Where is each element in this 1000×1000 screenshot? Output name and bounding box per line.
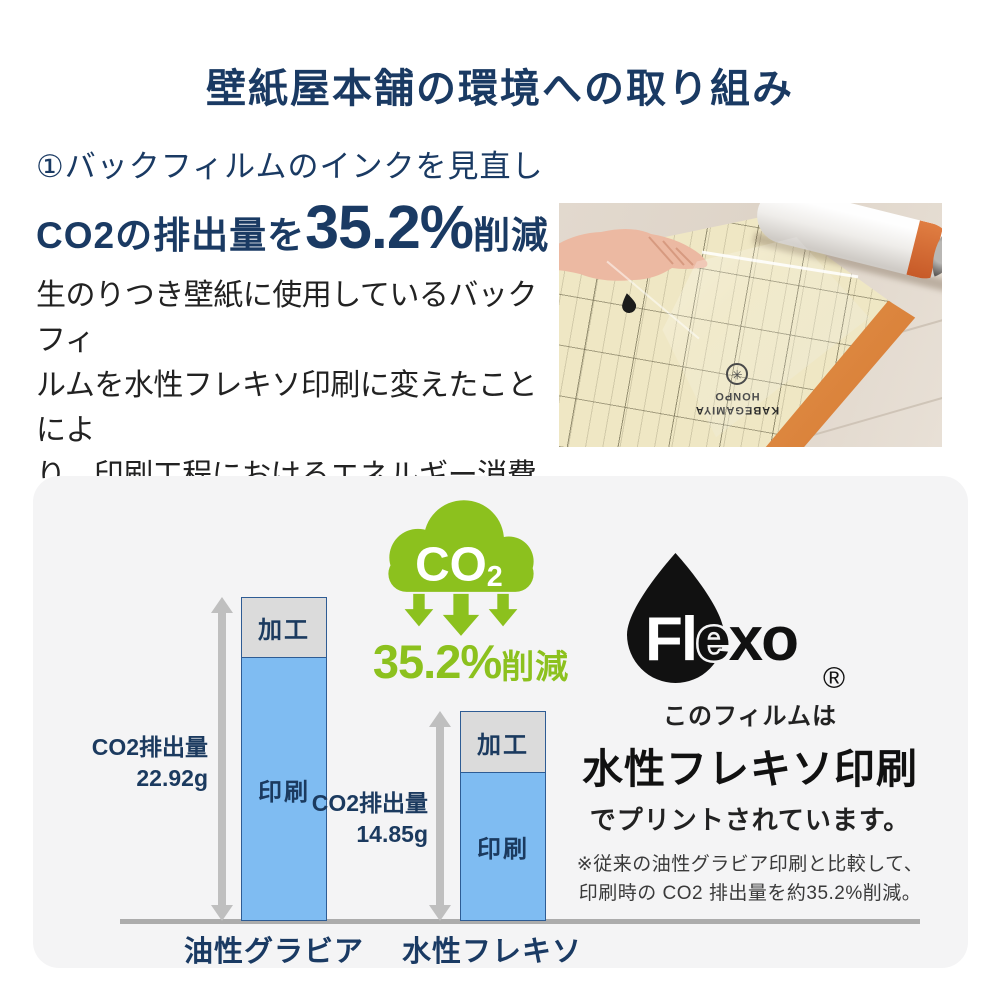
footnote-line: 印刷時の CO2 排出量を約35.2%削減。 — [578, 882, 922, 904]
statement-line3: でプリントされています。 — [589, 805, 911, 835]
body-line: ルムを水性フレキソ印刷に変えたことによ — [36, 369, 537, 447]
co2-subscript: 2 — [487, 561, 503, 593]
bar-segment-processing: 加工 — [461, 712, 545, 773]
film-statement: このフィルムは 水性フレキソ印刷 でプリントされています。 ※従来の油性グラビア… — [550, 696, 950, 908]
reduction-suffix: 削減 — [501, 648, 570, 685]
hand — [559, 229, 708, 281]
flexo-drop-icon — [627, 553, 724, 683]
footnotes: ※従来の油性グラビア印刷と比較して、 印刷時の CO2 排出量を約35.2%削減… — [550, 851, 950, 908]
bar-segment-processing: 加工 — [242, 598, 326, 658]
footnote-line: ※従来の油性グラビア印刷と比較して、 — [576, 854, 924, 875]
flexo-text-black: exo — [696, 605, 797, 674]
bar-water-flexo: 加工 印刷 — [460, 711, 546, 921]
co2-amount-label: CO2排出量 14.85g — [312, 788, 428, 850]
co2-amount-value: 14.85g — [356, 821, 428, 848]
flexo-text-white: Fl — [645, 605, 696, 674]
co2-amount-title: CO2排出量 — [91, 734, 208, 760]
headline: CO2の排出量を 35.2% 削減 — [36, 196, 556, 259]
statement-line2: 水性フレキソ印刷 — [582, 746, 918, 792]
headline-value: 35.2% — [305, 193, 474, 261]
reduction-callout: 35.2% 削減 — [336, 634, 606, 689]
co2-amount-label: CO2排出量 22.92g — [92, 732, 208, 794]
headline-prefix: CO2の排出量を — [36, 215, 306, 256]
svg-text:CO2: CO2 — [415, 538, 503, 593]
product-photo: KABEGAMIYA HONPO ✳ — [559, 203, 942, 447]
infographic-panel: 加工 印刷 加工 印刷 CO2排出量 22.92g CO2排出量 14.85g … — [33, 476, 968, 968]
flexo-logo: Flexo ® — [627, 553, 845, 693]
bar-oil-gravure: 加工 印刷 — [241, 597, 327, 921]
category-label-oil-gravure: 油性グラビア — [183, 936, 364, 968]
reduction-value: 35.2% — [372, 635, 502, 688]
headline-suffix: 削減 — [473, 215, 550, 256]
page-title: 壁紙屋本舗の環境への取り組み — [206, 67, 794, 111]
co2-amount-value: 22.92g — [136, 765, 208, 792]
category-label-water-flexo: 水性フレキソ — [401, 936, 582, 968]
chart-baseline — [120, 919, 920, 924]
height-arrow — [207, 597, 237, 921]
registered-mark: ® — [823, 662, 845, 693]
co2-cloud-icon: CO2 — [388, 500, 534, 636]
statement-line1: このフィルムは — [662, 703, 838, 730]
section-heading: ①バックフィルムのインクを見直し — [36, 149, 544, 184]
height-arrow — [425, 711, 455, 921]
paper-flexo-mark — [619, 292, 639, 319]
bar-segment-printing: 印刷 — [461, 773, 545, 920]
co2-text: CO — [415, 538, 487, 591]
svg-text:Flexo: Flexo — [645, 605, 797, 674]
body-line: 生のりつき壁紙に使用しているバックフィ — [36, 279, 537, 357]
co2-amount-title: CO2排出量 — [311, 790, 428, 816]
bar-segment-printing: 印刷 — [242, 658, 326, 920]
